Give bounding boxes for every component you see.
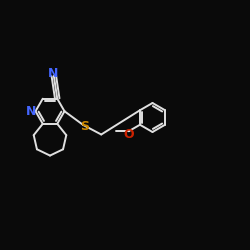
Text: O: O — [123, 128, 134, 141]
Text: S: S — [80, 120, 89, 133]
Text: N: N — [48, 67, 58, 80]
Text: N: N — [26, 105, 36, 118]
